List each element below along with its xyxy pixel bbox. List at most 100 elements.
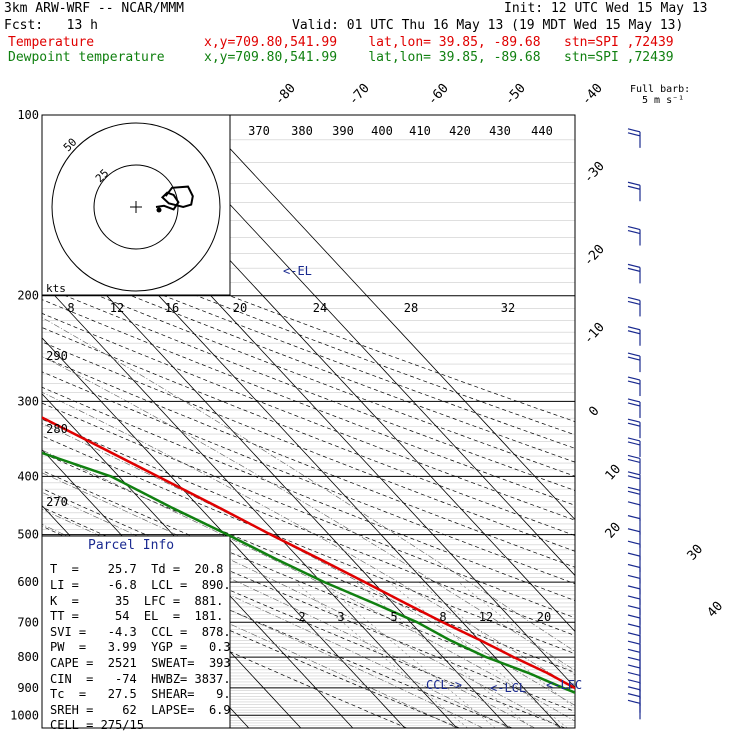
wind-barb-flag <box>627 563 641 569</box>
wind-barb-flag <box>627 605 641 610</box>
isotherm-tick-label: -20 <box>581 242 608 269</box>
dry-adiabat <box>42 386 575 601</box>
parcel-info-title: Parcel Info <box>88 538 175 553</box>
wind-barb-flag <box>627 679 641 684</box>
wind-barb <box>627 699 641 720</box>
mixing-ratio-tick-label: 32 <box>501 301 515 315</box>
wind-barb <box>627 418 641 439</box>
moist-adiabat <box>42 537 457 728</box>
wind-barb-flag <box>627 595 641 600</box>
parcel-info-frame <box>41 535 231 729</box>
wind-barb-flag <box>627 402 641 407</box>
wind-barb-flag <box>627 640 641 645</box>
wind-barb <box>627 552 641 573</box>
theta-tick-label: 280 <box>46 422 68 436</box>
temperature-line <box>42 416 575 690</box>
wind-barb-flag <box>627 486 641 491</box>
hodograph-unit: kts <box>46 282 66 295</box>
wind-barb <box>627 486 641 507</box>
wind-barb <box>627 263 641 284</box>
hodograph-trace <box>155 185 194 211</box>
wind-barb-flag <box>627 376 641 381</box>
wind-barb-flag <box>627 501 641 506</box>
wind-barb-flag <box>627 181 641 186</box>
isotherm-tick-label: 0 <box>586 404 602 420</box>
isotherm-line <box>42 225 510 728</box>
parcel-info-panel: Parcel Info T = 25.7 Td = 20.8 LI = -6.8… <box>42 538 231 732</box>
parcel-row: CELL = 275/15 <box>50 718 144 732</box>
lcl-annotation: <-LCL <box>490 681 526 695</box>
pressure-tick-label: 200 <box>17 289 39 303</box>
theta-tick-label: 380 <box>291 124 313 138</box>
pressure-tick-label: 400 <box>17 469 39 483</box>
wind-barb-flag <box>627 263 641 268</box>
wind-barb-flag <box>627 671 641 677</box>
pressure-tick-label: 800 <box>17 650 39 664</box>
wind-barb-flag <box>627 515 641 520</box>
wind-legend-title: Full barb: <box>630 84 691 95</box>
wind-barb-flag <box>627 185 641 190</box>
wind-barb <box>627 574 641 595</box>
wind-barb <box>627 454 641 475</box>
pressure-tick-label: 600 <box>17 575 39 589</box>
model-title: 3km ARW-WRF -- NCAR/MMM <box>4 1 185 16</box>
dry-adiabat <box>42 221 575 422</box>
moist-adiabat <box>42 317 575 652</box>
mixing-ratio-tick-label: 28 <box>404 301 418 315</box>
moist-adiabat <box>42 491 535 728</box>
wind-barb-flag <box>627 380 641 385</box>
dry-adiabat <box>42 356 575 568</box>
parcel-row: CAPE = 2521 SWEAT= 393 <box>50 656 231 670</box>
wind-barb-flag <box>627 352 641 357</box>
hodograph-ring <box>93 164 179 250</box>
wind-barb-flag <box>627 229 641 235</box>
wind-barb-flag <box>627 686 641 691</box>
dry-adiabat <box>42 313 575 521</box>
wind-barb-flag <box>627 326 641 331</box>
parcel-row: SREH = 62 LAPSE= 6.9 <box>50 703 231 717</box>
isotherm-line <box>198 115 575 521</box>
wind-barb-flag <box>627 552 641 557</box>
moist-adiabat <box>42 391 575 689</box>
mixing-ratio-line <box>458 581 575 676</box>
wind-barb-flag <box>627 422 641 427</box>
wind-barb <box>627 595 641 615</box>
mixing-ratio-tick-label: 8 <box>67 301 74 315</box>
wind-barb <box>627 376 641 397</box>
wind-barb <box>627 296 641 317</box>
mixing-ratio-tick-label: 20 <box>233 301 247 315</box>
dry-adiabat <box>42 371 575 585</box>
pressure-tick-label: 300 <box>17 394 39 408</box>
el-annotation: <-EL <box>283 264 312 278</box>
isotherm-tick-label: -70 <box>346 81 373 108</box>
parcel-row: T = 25.7 Td = 20.8 <box>50 562 224 576</box>
hodograph-storm-motion <box>156 207 162 213</box>
valid-time: Valid: 01 UTC Thu 16 May 13 (19 MDT Wed … <box>292 18 684 33</box>
mixing-ratio-tick-label: 2 <box>298 610 305 624</box>
wind-barb <box>627 326 641 346</box>
wind-barb-flag <box>627 330 641 335</box>
isotherm-line <box>42 281 458 728</box>
mixing-ratio-line <box>321 581 496 728</box>
wind-barb-flag <box>627 656 641 661</box>
moist-adiabat <box>42 472 561 728</box>
wind-barb-flag <box>627 225 641 231</box>
parcel-row: LI = -6.8 LCL = 890. <box>50 578 231 592</box>
isotherm-tick-label: -50 <box>502 81 529 108</box>
isotherm-tick-label: -60 <box>425 81 452 108</box>
temperature-legend: Temperature <box>8 35 95 50</box>
parcel-row: SVI = -4.3 CCL = 878. <box>50 625 231 639</box>
mixing-ratio-tick-label: 20 <box>537 610 551 624</box>
wind-barb <box>627 563 641 584</box>
parcel-row: Tc = 27.5 SHEAR= 9. <box>50 687 231 701</box>
parcel-row: K = 35 LFC = 881. <box>50 594 224 608</box>
lfc-annotation: <-LFC <box>546 678 582 692</box>
isotherm-line <box>42 393 354 728</box>
wind-barb-flag <box>627 418 641 423</box>
wind-barb <box>627 540 641 561</box>
wind-barb-flag <box>627 648 641 653</box>
dewpoint-location: x,y=709.80,541.99 lat,lon= 39.85, -89.68… <box>204 50 674 65</box>
wind-barb-flag <box>627 623 641 628</box>
mixing-ratio-line <box>419 581 575 709</box>
theta-tick-label: 290 <box>46 349 68 363</box>
